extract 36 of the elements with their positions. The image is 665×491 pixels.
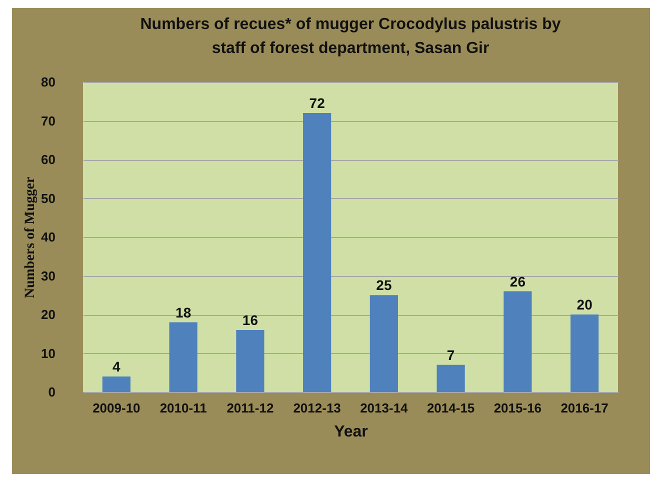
- data-label: 18: [176, 304, 192, 320]
- data-label: 4: [112, 358, 121, 374]
- data-label: 25: [376, 277, 392, 294]
- y-axis-title: Numbers of Mugger: [23, 176, 38, 298]
- y-tick-label: 60: [41, 152, 56, 167]
- y-tick-label: 40: [41, 230, 56, 244]
- y-tick-label: 0: [48, 384, 56, 400]
- y-tick-label: 70: [41, 113, 56, 128]
- x-tick-label: 2012-13: [293, 400, 341, 416]
- x-tick-label: 2011-12: [226, 400, 274, 416]
- y-tick-label: 20: [41, 307, 56, 322]
- chart-title: Numbers of recues* of mugger Crocodylus palustris by staff of forest department, Sasan Gir: [140, 16, 561, 57]
- y-tick-label: 30: [41, 268, 56, 284]
- y-tick-label: 50: [41, 190, 56, 206]
- data-label: 20: [576, 296, 593, 312]
- x-tick-label: 2016-17: [560, 400, 608, 416]
- x-axis-title: Year: [334, 424, 368, 440]
- data-label: 26: [510, 273, 526, 290]
- bar: [303, 113, 332, 392]
- bar: [436, 364, 465, 392]
- y-tick-label: 80: [41, 74, 56, 90]
- bar: [504, 291, 532, 392]
- bar: [570, 314, 599, 392]
- x-tick-label: 2009-10: [92, 400, 140, 416]
- x-tick-label: 2010-11: [160, 400, 207, 416]
- bar: [102, 376, 130, 392]
- data-label: 7: [446, 346, 455, 363]
- x-tick-label: 2013-14: [360, 400, 409, 416]
- data-label: 72: [309, 95, 326, 111]
- bar: [236, 330, 264, 392]
- x-tick-label: 2015-16: [494, 400, 542, 416]
- x-tick-label: 2014-15: [426, 400, 475, 416]
- bar: [370, 295, 398, 392]
- y-tick-label: 10: [41, 346, 56, 361]
- bar: [169, 322, 198, 392]
- data-label: 16: [242, 312, 258, 328]
